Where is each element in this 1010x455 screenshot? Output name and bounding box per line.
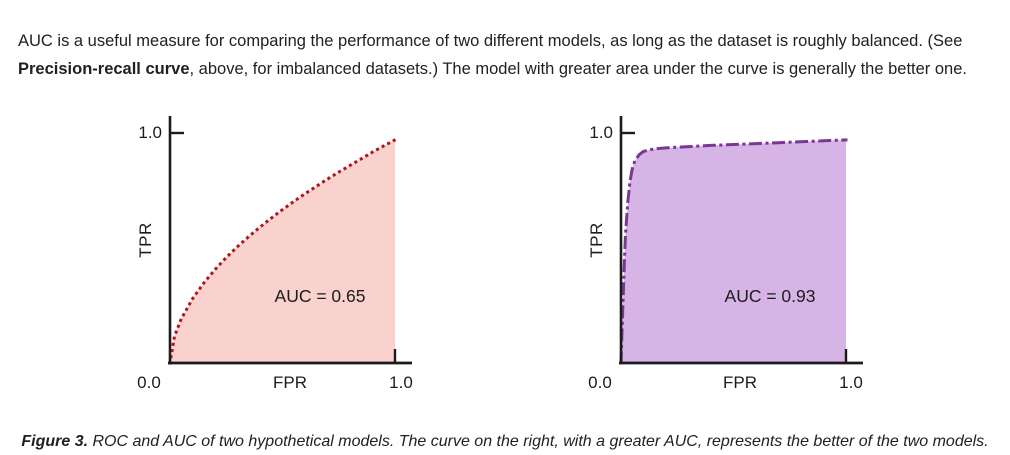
figure-caption-label: Figure 3. (21, 433, 89, 450)
y-tick-label-1.0: 1.0 (589, 123, 613, 142)
roc-curve-svg-model-1 (168, 116, 412, 365)
roc-curve-svg-model-2 (619, 116, 863, 365)
x-tick-label-1.0: 1.0 (839, 373, 863, 392)
x-tick-label-1.0: 1.0 (389, 373, 413, 392)
intro-line1: AUC is a useful measure for comparing th… (18, 31, 963, 50)
y-axis-label-tpr: TPR (587, 222, 606, 258)
intro-line2: , above, for imbalanced datasets.) The m… (189, 60, 967, 78)
figure-caption-text: ROC and AUC of two hypothetical models. … (88, 433, 989, 450)
intro-paragraph: AUC is a useful measure for comparing th… (18, 27, 996, 84)
auc-annotation: AUC = 0.65 (274, 286, 366, 306)
auc-annotation: AUC = 0.93 (724, 286, 816, 306)
y-axis-label-tpr: TPR (136, 222, 155, 258)
intro-bold-term: Precision-recall curve (18, 60, 190, 78)
y-tick-label-1.0: 1.0 (138, 123, 162, 142)
x-axis-label-fpr: FPR (723, 373, 757, 392)
x-tick-label-0.0: 0.0 (588, 373, 612, 392)
figure-caption: Figure 3. ROC and AUC of two hypothetica… (0, 433, 1010, 451)
x-axis-label-fpr: FPR (273, 373, 307, 392)
x-tick-label-0.0: 0.0 (137, 373, 161, 392)
